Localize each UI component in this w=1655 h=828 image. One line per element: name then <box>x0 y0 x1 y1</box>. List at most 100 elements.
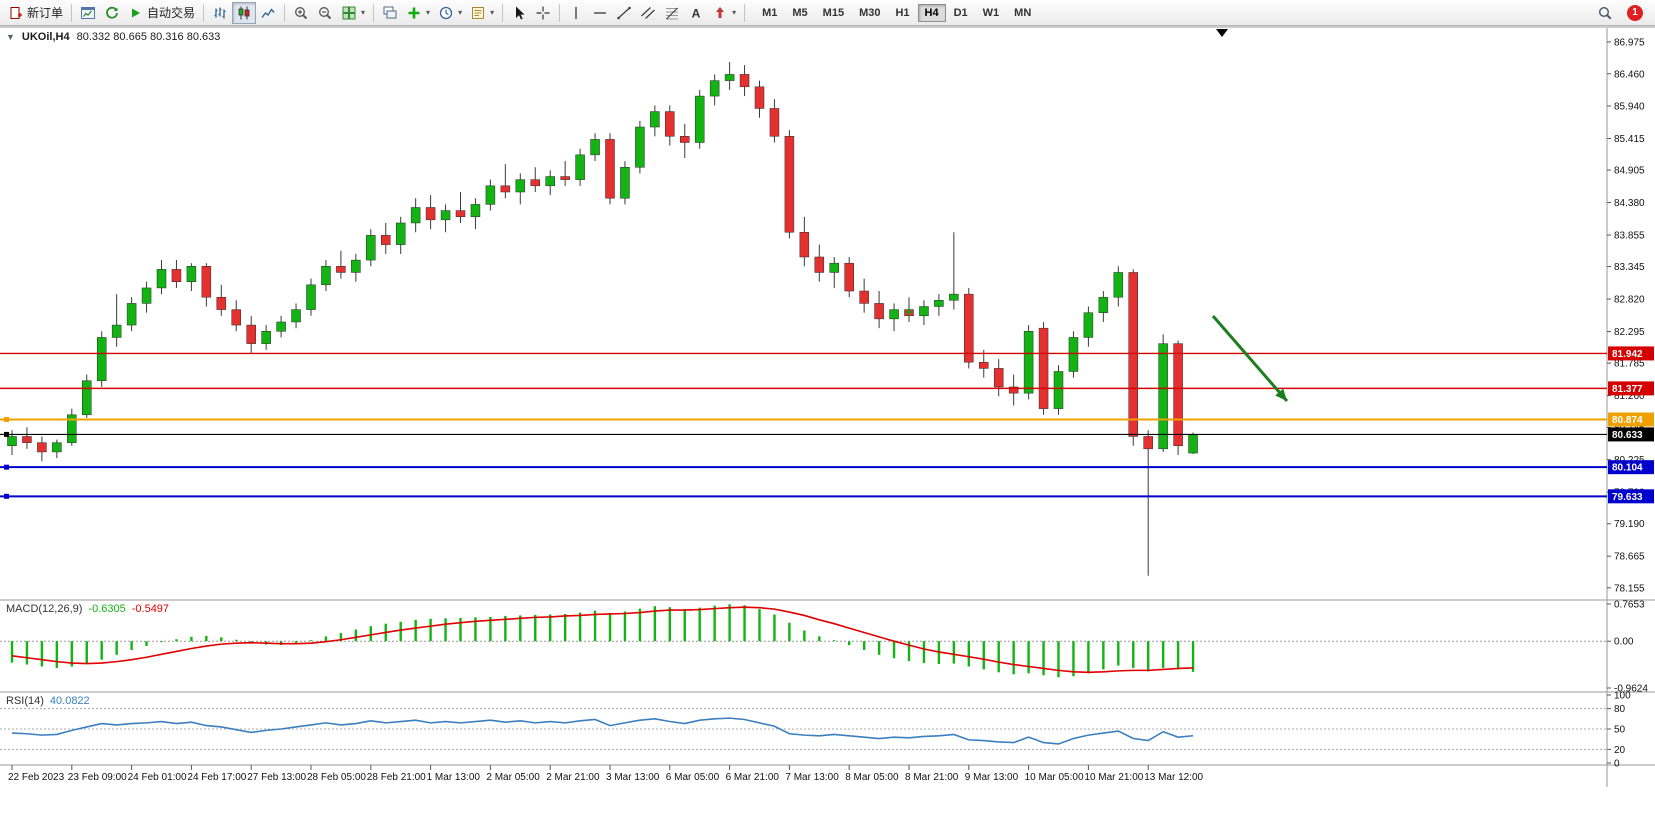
line-chart-button[interactable] <box>256 2 280 24</box>
candlestick-button[interactable] <box>232 1 257 24</box>
one-click-trading-toggle[interactable]: ▼ <box>6 32 15 42</box>
candle <box>261 325 271 350</box>
time-axis-label: 27 Feb 13:00 <box>247 772 306 783</box>
macd-signal-value: -0.5497 <box>131 603 170 615</box>
rsi-value: 40.0822 <box>49 695 90 707</box>
template-icon <box>470 5 486 21</box>
price-axis-label: 78.155 <box>1614 583 1645 594</box>
timeframe-button-h4[interactable]: H4 <box>917 3 946 22</box>
candle <box>515 173 526 205</box>
candle <box>231 300 241 332</box>
candle <box>52 439 62 459</box>
timeframe-button-w1[interactable]: W1 <box>982 6 1000 19</box>
price-axis-label: 82.295 <box>1614 327 1645 338</box>
candle <box>993 359 1004 397</box>
new-order-label: 新订单 <box>27 6 64 20</box>
price-axis-label: 78.665 <box>1614 552 1645 563</box>
line-handle[interactable] <box>4 417 9 423</box>
trend-arrow-annotation[interactable] <box>1211 315 1289 402</box>
add-indicator-button[interactable]: ▾ <box>402 2 434 24</box>
time-axis-label: 1 Mar 13:00 <box>427 772 481 783</box>
auto-trading-button[interactable]: 自动交易 <box>124 2 199 24</box>
candle <box>141 281 152 313</box>
time-axis-label: 2 Mar 21:00 <box>546 772 600 783</box>
line-handle[interactable] <box>4 464 9 470</box>
candle <box>156 260 167 295</box>
timeframe-button-mn[interactable]: MN <box>1014 6 1032 19</box>
price-tag: 80.104 <box>1608 460 1654 475</box>
candle <box>201 263 212 307</box>
search-button[interactable] <box>1593 2 1617 24</box>
text-button[interactable]: A <box>684 2 708 24</box>
fibonacci-button[interactable] <box>660 2 684 24</box>
horizontal-line-button[interactable] <box>588 2 612 24</box>
macd-value: -0.6305 <box>88 603 126 615</box>
timeframe-button-h1[interactable]: H1 <box>895 6 910 19</box>
line-handle[interactable] <box>4 431 9 437</box>
vertical-line-button[interactable] <box>564 2 588 24</box>
candle <box>1143 430 1153 576</box>
candle <box>844 256 854 298</box>
zoom-out-button[interactable] <box>313 2 337 24</box>
candle <box>724 62 735 90</box>
timeframe-button-m15[interactable]: M15 <box>822 6 845 19</box>
timeframe-button-m5[interactable]: M5 <box>792 6 808 19</box>
channel-button[interactable] <box>636 2 660 24</box>
arrows-button[interactable]: ▾ <box>708 2 740 24</box>
price-axis-label: 81.260 <box>1614 391 1645 402</box>
timeframe-button-m30[interactable]: M30 <box>859 6 881 19</box>
add-indicator-icon <box>406 5 422 21</box>
price-axis-label: 82.820 <box>1614 295 1645 306</box>
trendline-button[interactable] <box>612 2 636 24</box>
price-axis-label: 85.415 <box>1614 134 1645 145</box>
candle <box>799 216 810 267</box>
time-axis-label: 6 Mar 21:00 <box>726 772 780 783</box>
candle <box>321 260 331 292</box>
timeframe-button-m1[interactable]: M1 <box>762 6 778 19</box>
candle <box>949 232 959 310</box>
crosshair-button[interactable] <box>531 2 555 24</box>
rsi-axis-label: 0 <box>1614 759 1620 770</box>
timeframe-button-d1[interactable]: D1 <box>953 6 968 19</box>
rsi-label: RSI(14) 40.0822 <box>6 695 90 707</box>
candle <box>1083 306 1094 347</box>
play-icon <box>128 5 144 21</box>
zoom-in-button[interactable] <box>289 2 313 24</box>
candle <box>276 315 286 338</box>
vertical-line-icon <box>568 5 584 21</box>
template-button[interactable]: ▾ <box>466 2 498 24</box>
candle <box>769 99 780 143</box>
cursor-button[interactable] <box>507 2 531 24</box>
cascade-windows-button[interactable] <box>378 2 402 24</box>
candle <box>874 291 884 329</box>
line-handle[interactable] <box>4 493 9 499</box>
time-axis-label: 24 Feb 17:00 <box>187 772 246 783</box>
time-axis-label: 9 Mar 13:00 <box>965 772 1019 783</box>
toolbar-right-group: 1 <box>1593 2 1651 24</box>
time-axis-label: 28 Feb 21:00 <box>367 772 426 783</box>
bar-chart-button[interactable] <box>208 2 232 24</box>
notification-badge[interactable]: 1 <box>1627 4 1643 21</box>
candle <box>919 300 929 326</box>
macd-axis-label: 0.00 <box>1614 637 1634 648</box>
cursor-icon <box>511 5 527 21</box>
channel-icon <box>640 5 656 21</box>
svg-text:81.942: 81.942 <box>1612 349 1643 360</box>
candle <box>336 250 346 279</box>
price-axis-label: 83.345 <box>1614 262 1645 273</box>
toolbar-separator <box>284 3 286 22</box>
price-axis-label: 81.785 <box>1614 359 1645 370</box>
new-chart-button[interactable] <box>76 2 100 24</box>
macd-name: MACD(12,26,9) <box>6 603 83 615</box>
svg-text:80.874: 80.874 <box>1612 415 1643 426</box>
tile-windows-button[interactable]: ▾ <box>337 2 369 24</box>
chart-shift-marker[interactable] <box>1216 29 1228 37</box>
new-order-button[interactable]: 新订单 <box>4 2 67 24</box>
tile-windows-icon <box>341 5 357 21</box>
chart-title-bar: ▼ UKOil,H4 80.332 80.665 80.316 80.633 <box>6 31 220 43</box>
rsi-axis-label: 50 <box>1614 725 1626 736</box>
periods-button[interactable]: ▾ <box>434 2 466 24</box>
plus-marker[interactable] <box>905 308 913 316</box>
refresh-button[interactable] <box>100 2 124 24</box>
